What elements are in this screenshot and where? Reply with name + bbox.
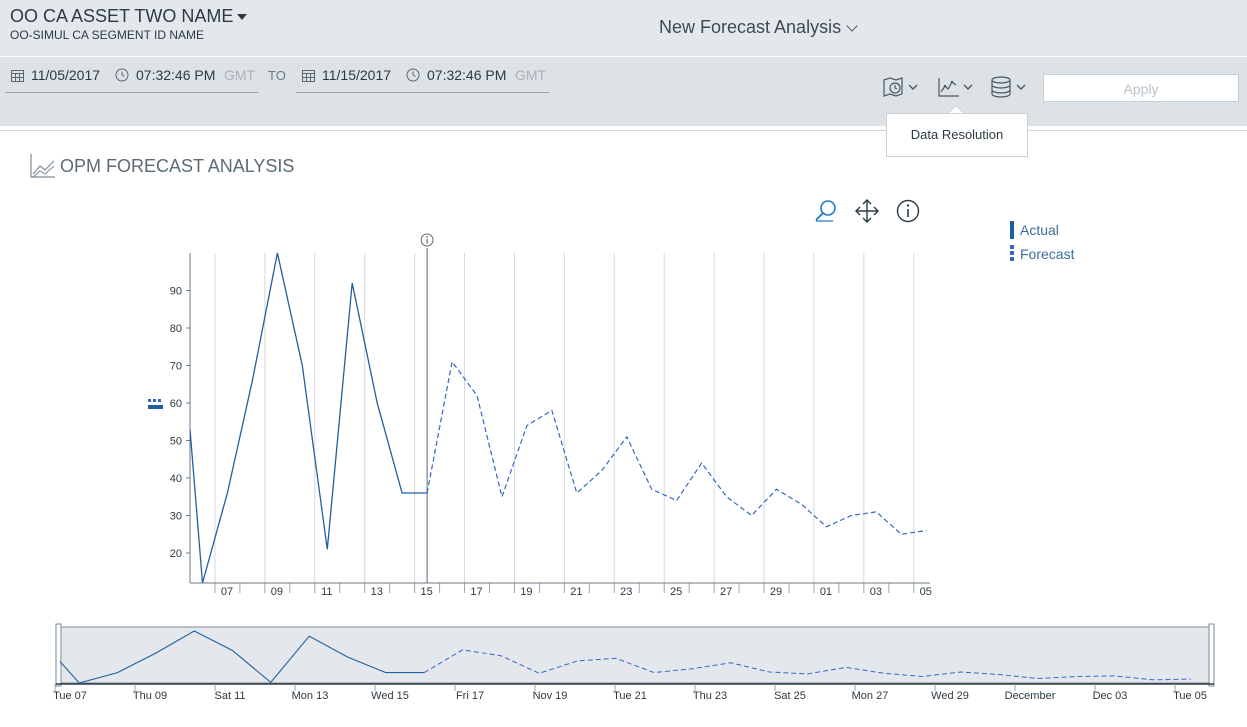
calendar-icon (11, 69, 24, 85)
database-icon (991, 76, 1026, 98)
x-tick-label: 07 (221, 586, 233, 598)
navigator-tick-label: Mon 13 (292, 690, 329, 702)
navigator-tick-label: Fri 17 (456, 690, 484, 702)
y-tick-label: 80 (170, 323, 182, 335)
x-tick-label: 09 (271, 586, 283, 598)
x-tick-label: 01 (820, 586, 832, 598)
navigator-window[interactable] (59, 626, 1211, 684)
legend-swatch-forecast (1010, 245, 1014, 263)
legend-item-forecast[interactable]: Forecast (1010, 244, 1074, 268)
analysis-title: New Forecast Analysis (659, 17, 842, 37)
chevron-down-icon (846, 20, 858, 32)
clock-icon (115, 68, 129, 85)
zoom-button[interactable] (813, 198, 839, 224)
time-range-button[interactable] (882, 76, 922, 100)
time-range-icon (883, 77, 918, 97)
x-tick-label: 17 (470, 586, 482, 598)
y-tick-label: 60 (170, 398, 182, 410)
to-label: TO (268, 68, 286, 83)
navigator-tick-label: Thu 23 (693, 690, 727, 702)
apply-button[interactable]: Apply (1043, 74, 1239, 102)
legend-label-actual: Actual (1020, 222, 1059, 238)
navigator-handle-right[interactable] (1208, 623, 1215, 687)
end-datetime-picker[interactable]: 11/15/2017 07:32:46 PM GMT (296, 66, 549, 93)
asset-title: OO CA ASSET TWO NAME (10, 6, 234, 26)
navigator-tick-label: Thu 09 (133, 690, 167, 702)
y-tick-label: 30 (170, 511, 182, 523)
divider (0, 130, 1247, 131)
legend-label-forecast: Forecast (1020, 246, 1075, 262)
section-title: OPM FORECAST ANALYSIS (60, 156, 295, 176)
end-date[interactable]: 11/15/2017 (322, 67, 392, 83)
navigator-handle-left[interactable] (55, 623, 62, 687)
x-tick-label: 27 (720, 586, 732, 598)
asset-selector[interactable]: OO CA ASSET TWO NAME (10, 6, 248, 27)
navigator-tick-label: Sat 11 (215, 690, 246, 702)
navigator-tick-label: Tue 07 (53, 690, 87, 702)
y-tick-label: 70 (170, 361, 182, 373)
marker-info-icon[interactable] (420, 233, 434, 247)
x-tick-label: 13 (371, 586, 383, 598)
x-tick-label: 23 (620, 586, 632, 598)
x-tick-label: 29 (770, 586, 782, 598)
y-tick-label: 90 (170, 286, 182, 298)
series-actual-line (190, 252, 428, 584)
end-time[interactable]: 07:32:46 PM (427, 67, 507, 83)
zoom-icon (815, 200, 836, 222)
info-icon (896, 199, 920, 223)
series-forecast-line (426, 360, 927, 535)
data-resolution-tooltip: Data Resolution (886, 113, 1028, 157)
line-chart-icon (30, 153, 56, 184)
navigator-tick-label: Wed 15 (371, 690, 409, 702)
start-datetime-picker[interactable]: 11/05/2017 07:32:46 PM GMT (5, 66, 258, 93)
data-resolution-button[interactable] (937, 76, 977, 100)
navigator-tick-label: Sat 25 (774, 690, 806, 702)
clock-icon (406, 68, 420, 85)
x-tick-label: 15 (420, 586, 432, 598)
navigator-tick-label: Mon 27 (852, 690, 889, 702)
data-source-button[interactable] (990, 76, 1030, 100)
x-tick-label: 05 (920, 586, 932, 598)
y-tick-label: 20 (170, 548, 182, 560)
navigator-tick-label: Wed 29 (931, 690, 969, 702)
move-icon (855, 199, 879, 223)
start-date[interactable]: 11/05/2017 (31, 67, 101, 83)
info-button[interactable] (895, 198, 921, 224)
navigator-tick-label: Dec 03 (1093, 690, 1128, 702)
navigator-tick-label: Tue 21 (613, 690, 647, 702)
navigator-tick-label: December (1005, 690, 1056, 702)
data-resolution-icon (938, 78, 973, 97)
y-tick-label: 40 (170, 473, 182, 485)
segment-name: OO-SIMUL CA SEGMENT ID NAME (10, 28, 205, 42)
end-timezone: GMT (515, 67, 547, 83)
toolbar (0, 57, 1247, 126)
marker-info-dot (426, 235, 428, 238)
forecast-chart[interactable]: 20 30 40 50 60 70 80 90 07 09 11 13 15 17 19 21 23 25 27 29… (0, 228, 960, 600)
x-tick-label: 21 (570, 586, 582, 598)
navigator-forecast-line (423, 649, 1191, 681)
start-timezone: GMT (224, 67, 256, 83)
navigator-tick-label: Nov 19 (533, 690, 568, 702)
navigator-actual-line (59, 630, 425, 684)
chart-legend: Actual Forecast (1010, 220, 1074, 268)
start-time[interactable]: 07:32:46 PM (136, 67, 216, 83)
legend-swatch-actual (1010, 221, 1014, 239)
legend-item-actual[interactable]: Actual (1010, 220, 1074, 244)
x-tick-label: 03 (870, 586, 882, 598)
axis-series-marker (148, 398, 164, 416)
x-tick-label: 19 (520, 586, 532, 598)
calendar-icon (302, 69, 315, 85)
navigator-tick-label: Tue 05 (1173, 690, 1207, 702)
caret-down-icon (237, 14, 248, 21)
y-tick-label: 50 (170, 436, 182, 448)
analysis-selector[interactable]: New Forecast Analysis (659, 17, 858, 38)
header-bar (0, 0, 1247, 56)
x-tick-label: 25 (670, 586, 682, 598)
pan-button[interactable] (854, 198, 880, 224)
x-tick-label: 11 (321, 586, 332, 598)
range-navigator[interactable]: Tue 07 Thu 09 Sat 11 Mon 13 Wed 15 Fri 17 Nov … (0, 620, 1247, 727)
